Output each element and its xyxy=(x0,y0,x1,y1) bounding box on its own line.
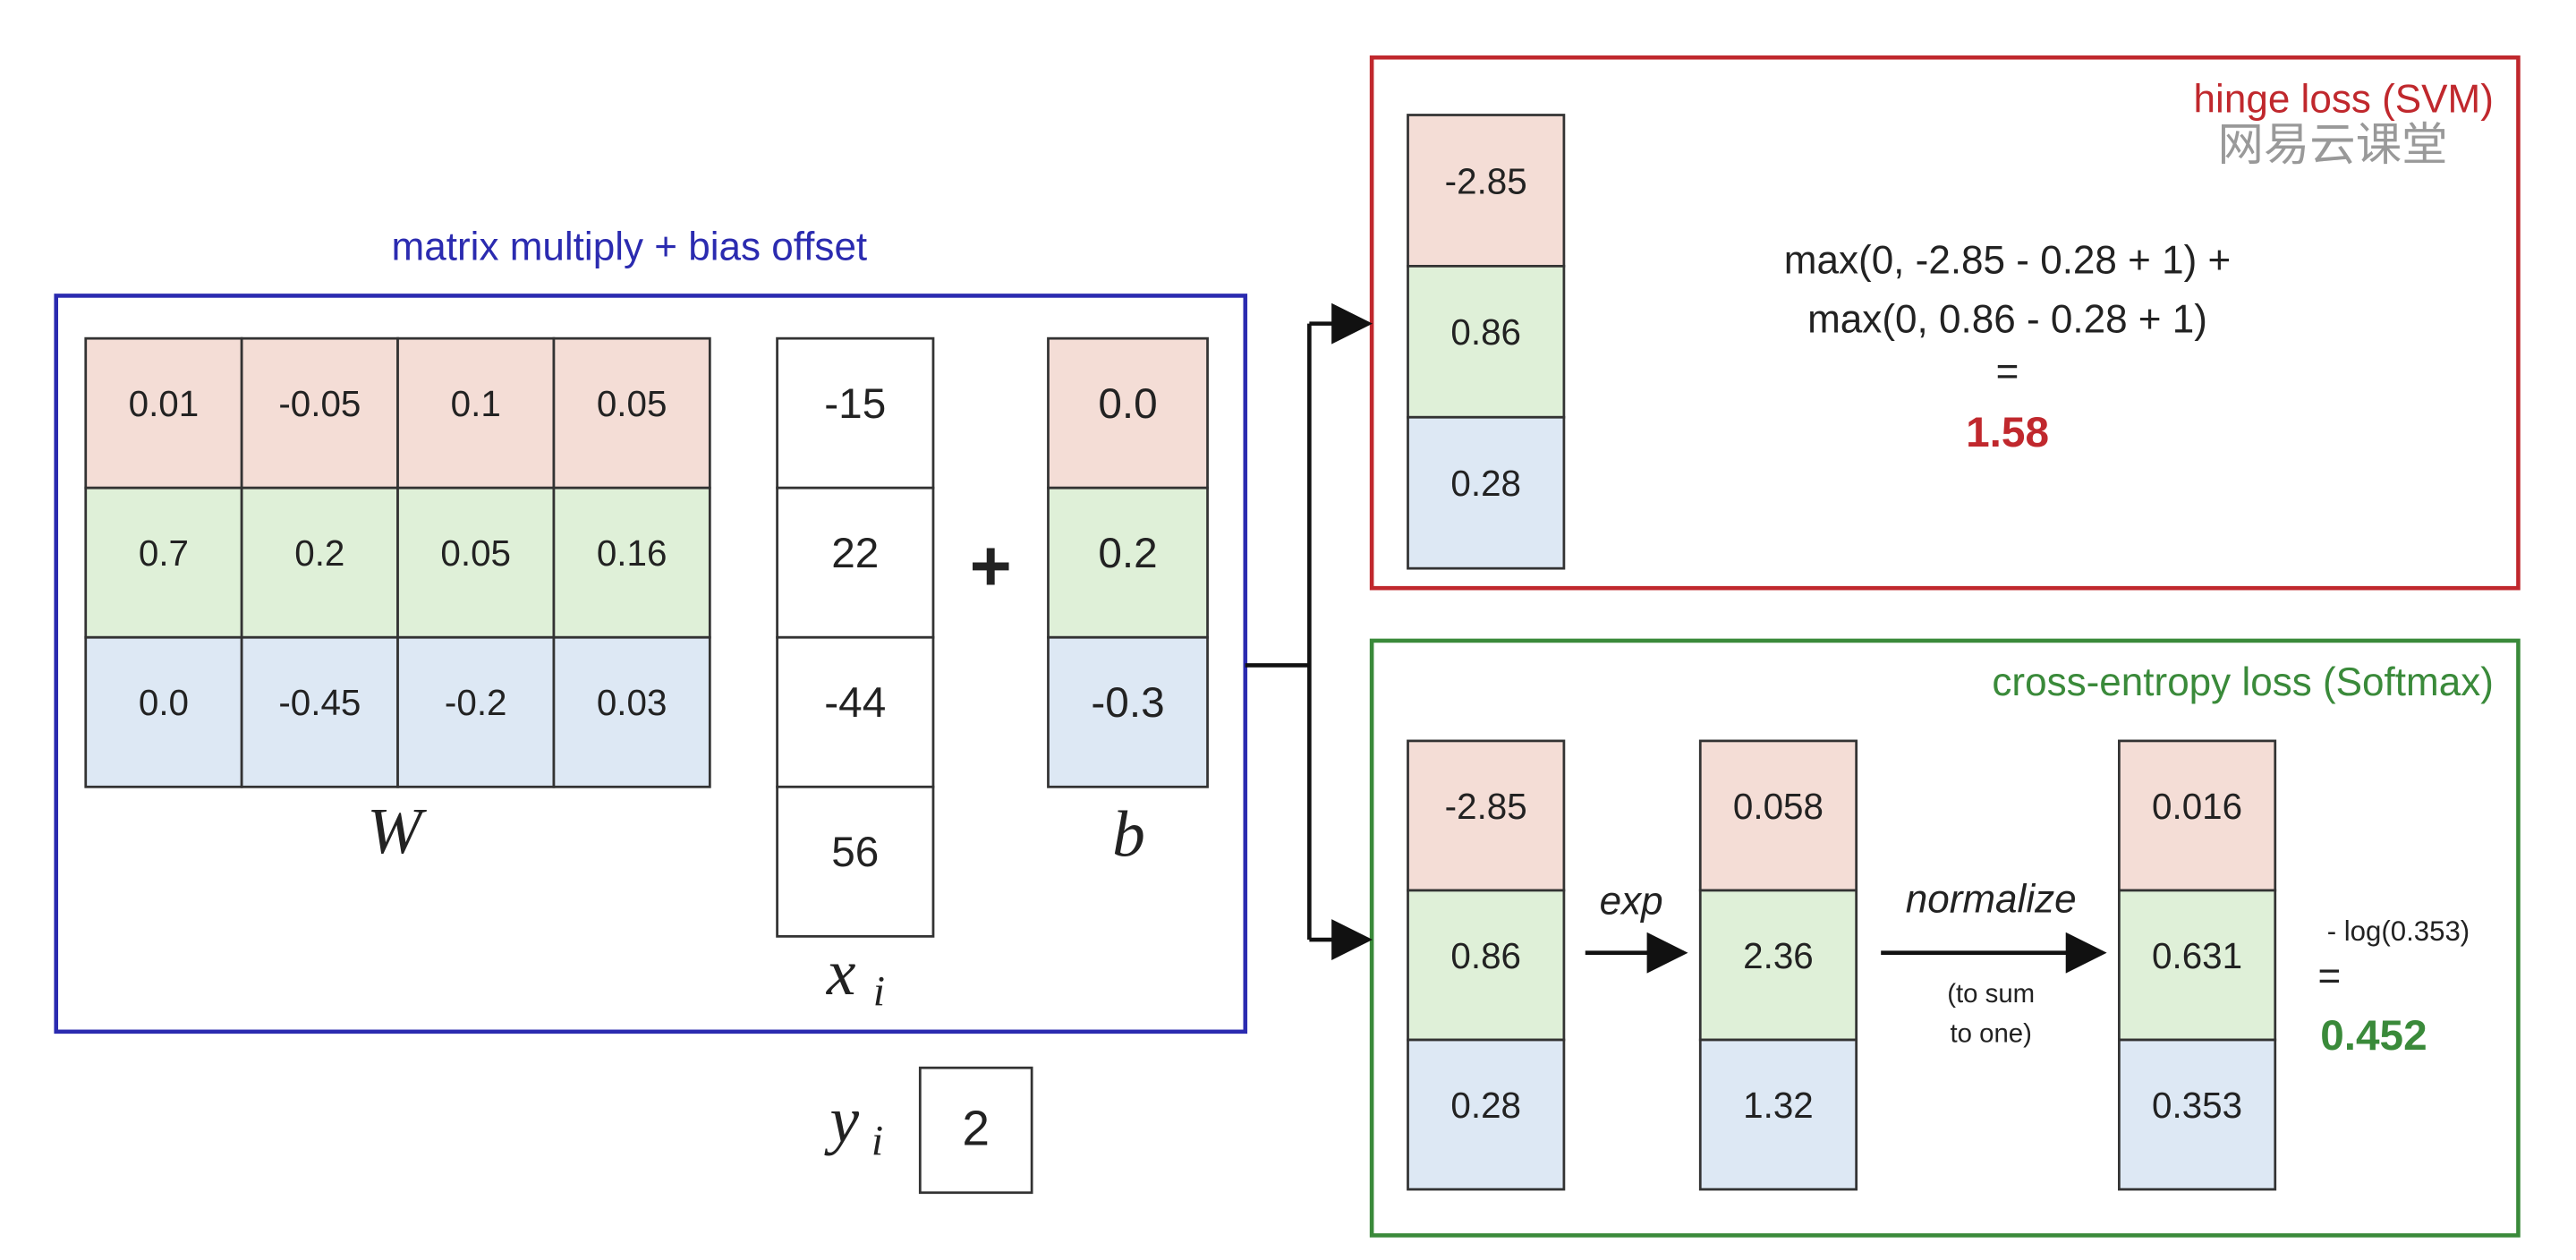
cell-value: -44 xyxy=(824,679,886,727)
cell-value: 0.86 xyxy=(1450,311,1521,353)
cell-value: 22 xyxy=(831,530,879,577)
watermark: 网易云课堂 xyxy=(2218,118,2448,170)
hinge-result: 1.58 xyxy=(1966,409,2049,456)
hinge-formula: max(0, 0.86 - 0.28 + 1) xyxy=(1807,297,2207,341)
b-label: b xyxy=(1112,798,1145,871)
cell-value: 0.1 xyxy=(451,383,501,424)
cell-value: 0.28 xyxy=(1450,463,1521,504)
connector xyxy=(1245,323,1312,941)
y-box xyxy=(918,1066,1033,1195)
normalize-note: (to sum xyxy=(1947,979,2035,1009)
cell-value: -0.05 xyxy=(278,383,361,424)
softmax-result: 0.452 xyxy=(2320,1012,2427,1060)
cell-value: 0.16 xyxy=(597,532,667,574)
cell xyxy=(1698,1038,1858,1191)
cell xyxy=(240,336,399,490)
cell-value: -2.85 xyxy=(1445,160,1527,201)
cell-value: 0.353 xyxy=(2152,1085,2242,1126)
cell xyxy=(776,486,935,639)
cell xyxy=(2117,1038,2277,1191)
plus-sign: + xyxy=(970,526,1012,607)
x-subscript: i xyxy=(873,967,885,1015)
softmax-equals: = xyxy=(2317,955,2341,999)
cell-value: -15 xyxy=(824,380,886,428)
cell xyxy=(240,486,399,639)
cell xyxy=(776,785,935,938)
cell xyxy=(1407,739,1566,892)
cell-value: 0.016 xyxy=(2152,786,2242,827)
cell xyxy=(2117,739,2277,892)
cell xyxy=(1407,265,1566,419)
y-label: y xyxy=(824,1084,860,1156)
cell-value: -0.3 xyxy=(1091,679,1164,727)
cell-value: 2.36 xyxy=(1743,935,1814,976)
cell xyxy=(1407,1038,1566,1191)
cell xyxy=(552,635,711,788)
cell xyxy=(1407,114,1566,268)
cell xyxy=(84,635,243,788)
cell xyxy=(1047,486,1209,639)
cell xyxy=(776,336,935,490)
cell-value: 0.0 xyxy=(1098,380,1157,428)
cell xyxy=(552,486,711,639)
softmax-title: cross-entropy loss (Softmax) xyxy=(1992,660,2494,704)
cell xyxy=(1698,889,1858,1042)
cell xyxy=(1047,635,1209,788)
hinge-title: hinge loss (SVM) xyxy=(2194,77,2494,121)
cell-value: 56 xyxy=(831,829,879,876)
cell xyxy=(776,635,935,788)
x-label: x xyxy=(826,936,856,1009)
cell-value: 0.2 xyxy=(294,532,344,574)
cell-value: 0.058 xyxy=(1733,786,1824,827)
cell xyxy=(1407,415,1566,570)
cell-value: -0.45 xyxy=(278,682,361,723)
cell xyxy=(240,635,399,788)
hinge-formula: max(0, -2.85 - 0.28 + 1) + xyxy=(1784,238,2231,282)
cell xyxy=(1698,739,1858,892)
cell-value: 0.03 xyxy=(597,682,667,723)
model-title: matrix multiply + bias offset xyxy=(392,226,868,269)
cell-value: -0.2 xyxy=(445,682,507,723)
cell xyxy=(552,336,711,490)
cell xyxy=(1047,336,1209,490)
cell-value: 0.2 xyxy=(1098,530,1157,577)
normalize-note: to one) xyxy=(1950,1018,2031,1048)
cell-value: 1.32 xyxy=(1743,1085,1814,1126)
y-subscript: i xyxy=(871,1117,883,1164)
softmax-formula: - log(0.353) xyxy=(2327,915,2470,947)
exp-label: exp xyxy=(1600,879,1663,923)
cell-value: 0.05 xyxy=(597,383,667,424)
cell-value: 0.0 xyxy=(139,682,189,723)
cell-value: 0.05 xyxy=(440,532,511,574)
cell-value: 0.28 xyxy=(1450,1085,1521,1126)
cell-value: 0.86 xyxy=(1450,935,1521,976)
w-label: W xyxy=(367,795,427,867)
y-value: 2 xyxy=(962,1100,990,1155)
cell xyxy=(1407,889,1566,1042)
hinge-formula: = xyxy=(1996,350,2019,394)
cell-value: -2.85 xyxy=(1445,786,1527,827)
cell-value: 0.7 xyxy=(139,532,189,574)
cell-value: 0.01 xyxy=(129,383,200,424)
normalize-label: normalize xyxy=(1906,877,2077,921)
cell-value: 0.631 xyxy=(2152,935,2242,976)
